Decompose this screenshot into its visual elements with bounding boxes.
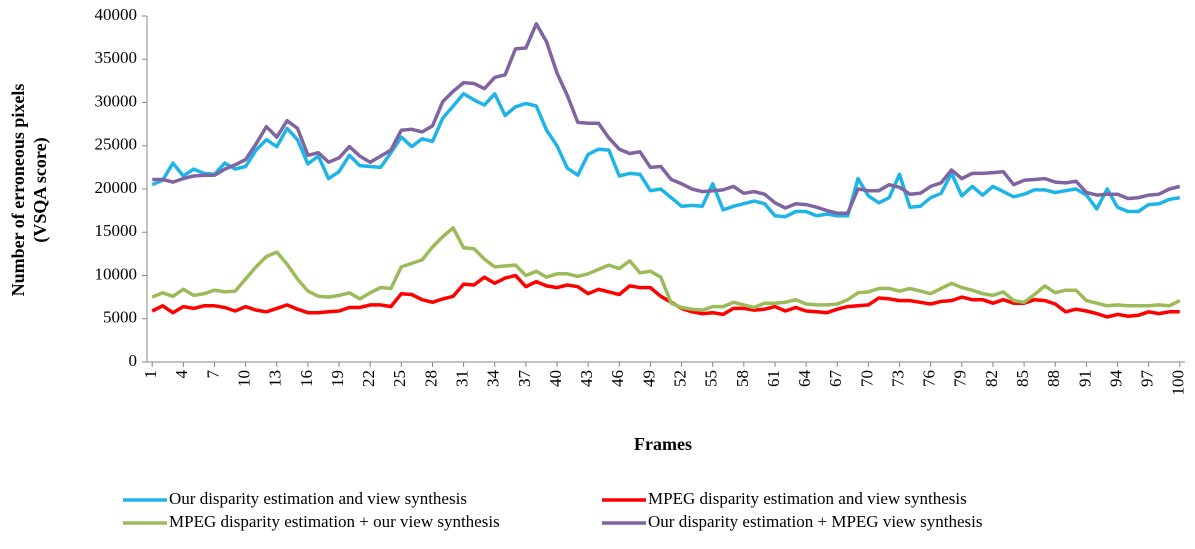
series-line: [151, 92, 1181, 219]
y-tick-label: 30000: [95, 91, 138, 110]
x-tick-label: 25: [390, 370, 409, 387]
x-tick-label: 1: [141, 370, 160, 379]
x-tick-label: 40: [546, 370, 565, 387]
x-tick-label: 31: [452, 370, 471, 387]
series-line: [152, 22, 1181, 215]
y-tick-label: 10000: [95, 264, 138, 283]
y-tick-label: 20000: [95, 178, 138, 197]
x-tick-label: 46: [608, 370, 627, 387]
y-tick-label: 5000: [103, 308, 137, 327]
x-tick-label: 58: [733, 370, 752, 387]
x-tick-label: 10: [235, 370, 254, 387]
x-tick-label: 13: [266, 370, 285, 387]
x-tick-label: 34: [484, 370, 503, 388]
x-tick-label: 49: [639, 370, 658, 387]
x-tick-label: 79: [951, 370, 970, 387]
legend-label: MPEG disparity estimation + our view syn…: [169, 512, 500, 531]
x-tick-label: 94: [1106, 370, 1125, 388]
x-tick-label: 64: [795, 370, 814, 388]
x-tick-label: 73: [888, 370, 907, 387]
legend-label: Our disparity estimation + MPEG view syn…: [648, 512, 982, 531]
x-tick-label: 70: [857, 370, 876, 387]
x-tick-label: 61: [764, 370, 783, 387]
x-tick-label: 91: [1075, 370, 1094, 387]
x-tick-label: 19: [328, 370, 347, 387]
y-tick-label: 35000: [95, 48, 138, 67]
y-tick-label: 25000: [95, 135, 138, 154]
y-tick-label: 15000: [95, 221, 138, 240]
x-tick-label: 67: [826, 370, 845, 388]
legend-label: MPEG disparity estimation and view synth…: [648, 489, 967, 508]
x-tick-label: 4: [172, 370, 191, 379]
x-tick-label: 28: [421, 370, 440, 387]
x-tick-label: 82: [982, 370, 1001, 387]
x-tick-label: 43: [577, 370, 596, 387]
y-axis-title: (VSQA score): [30, 137, 51, 242]
y-tick-label: 0: [129, 351, 138, 370]
x-tick-label: 37: [515, 370, 534, 388]
x-tick-label: 55: [702, 370, 721, 387]
y-axis-title: Number of erroneous pixels: [8, 84, 28, 297]
x-axis-title: Frames: [634, 434, 692, 454]
x-tick-label: 52: [670, 370, 689, 387]
x-tick-label: 88: [1044, 370, 1063, 387]
x-tick-label: 22: [359, 370, 378, 387]
series-line: [151, 226, 1181, 312]
x-tick-label: 16: [297, 370, 316, 387]
x-tick-label: 7: [203, 370, 222, 379]
series-line: [151, 273, 1180, 319]
x-tick-label: 76: [920, 370, 939, 387]
x-tick-label: 100: [1169, 370, 1188, 396]
x-tick-label: 97: [1138, 370, 1157, 388]
y-tick-label: 40000: [95, 5, 138, 24]
x-tick-label: 85: [1013, 370, 1032, 387]
legend-label: Our disparity estimation and view synthe…: [169, 489, 467, 508]
